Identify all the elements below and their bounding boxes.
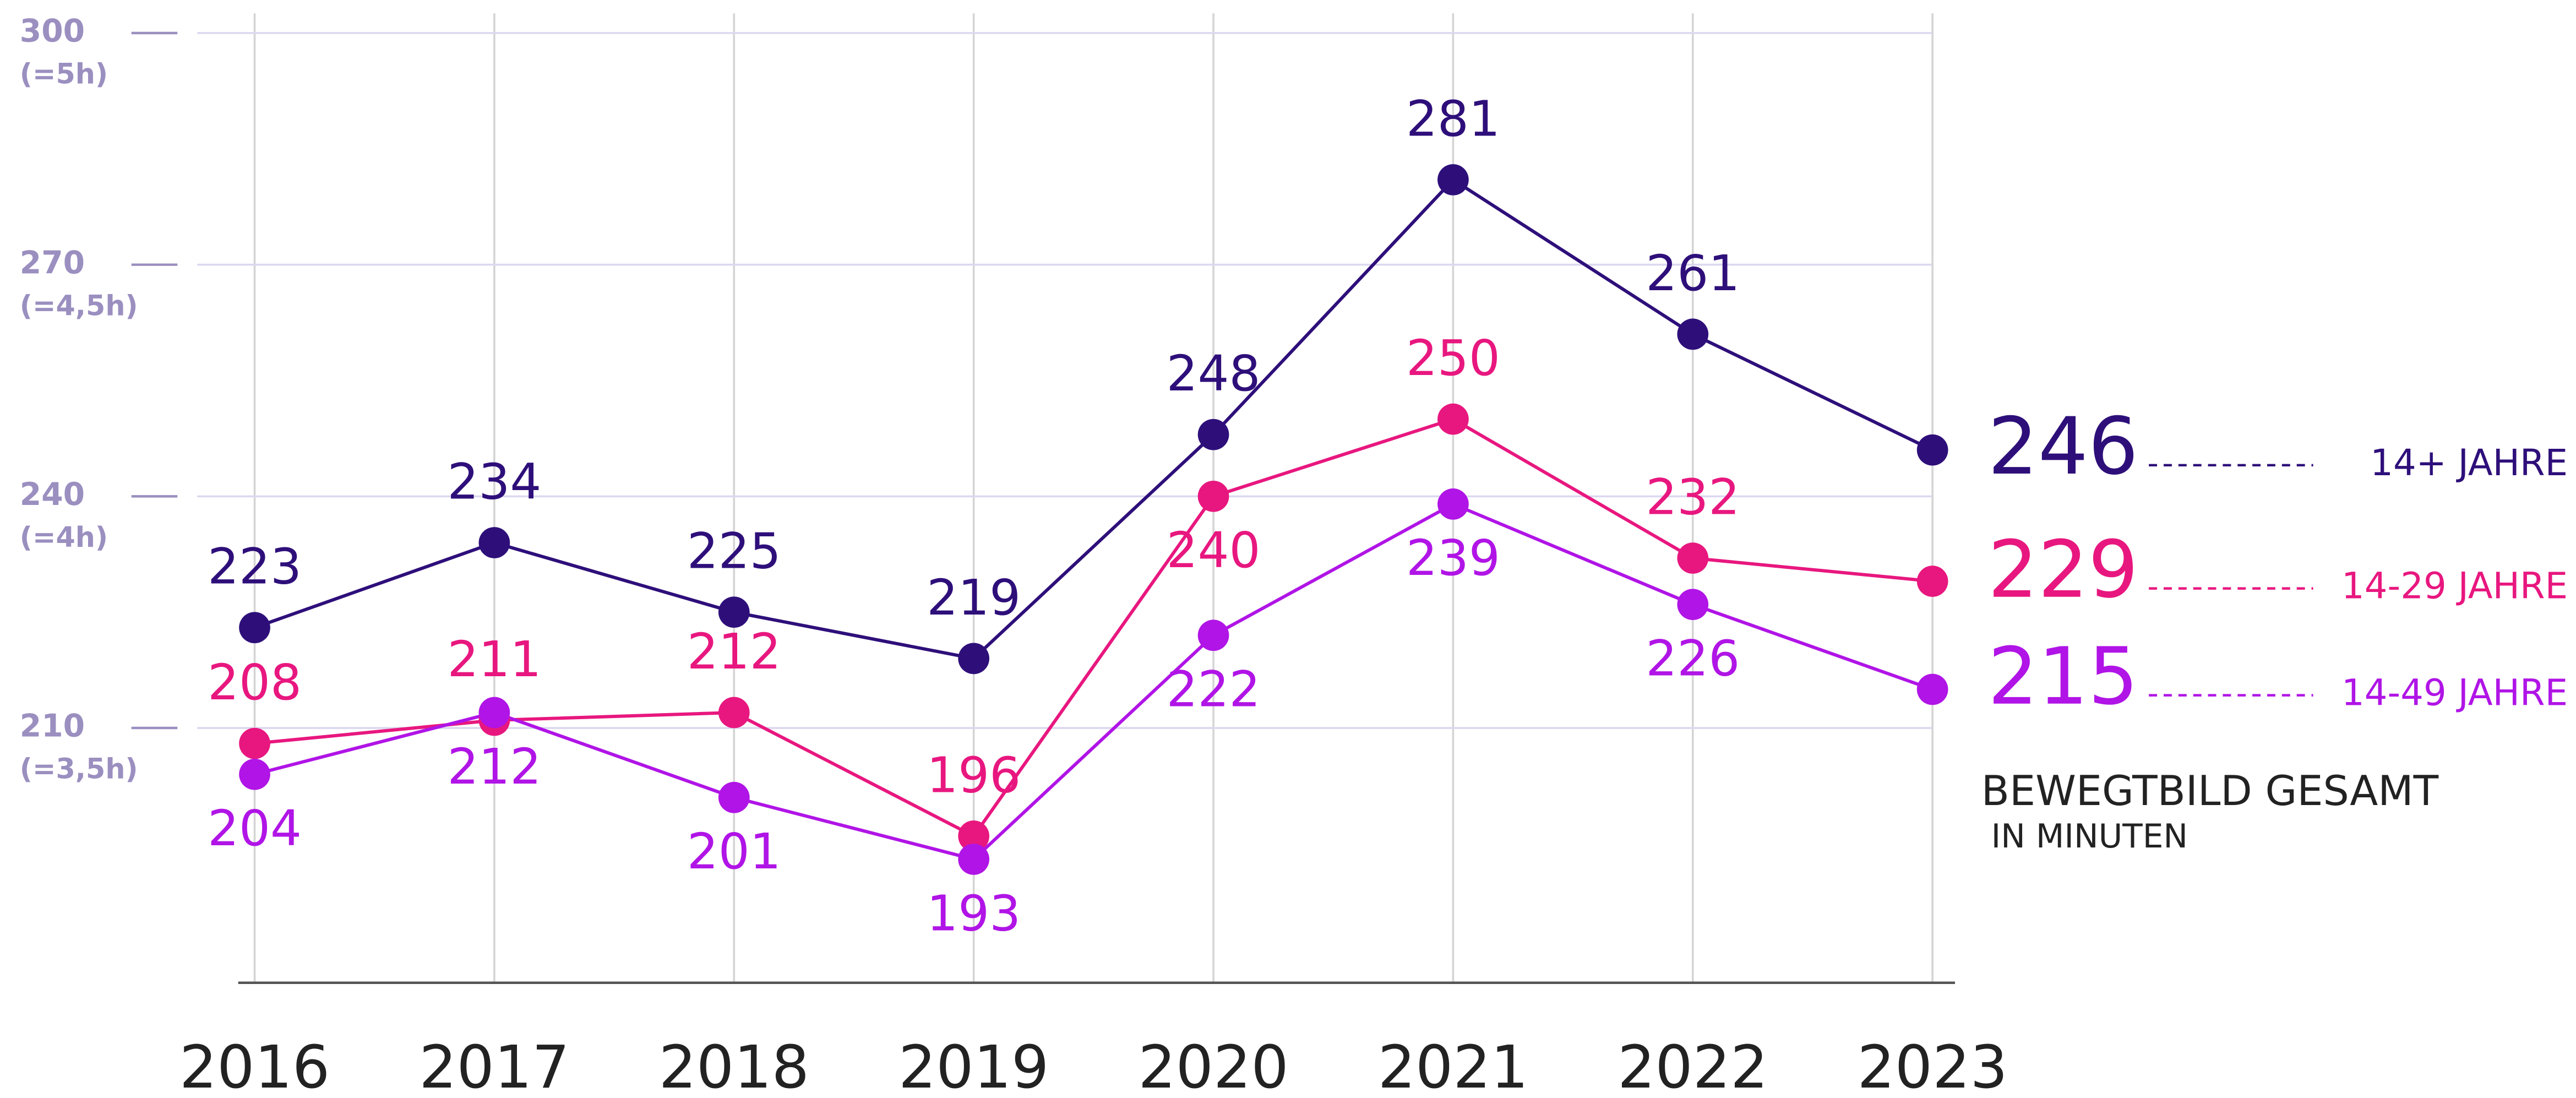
data-point: [239, 727, 270, 759]
series-line: [254, 502, 1934, 861]
series-line: [254, 177, 1934, 661]
data-label: 201: [687, 823, 781, 880]
data-point: [1916, 434, 1948, 466]
data-point: [1677, 542, 1709, 574]
data-label: 240: [1167, 522, 1261, 579]
end-value-label: 215: [1988, 630, 2138, 722]
data-label: 222: [1167, 661, 1261, 719]
data-label: 232: [1646, 469, 1740, 526]
y-tick-sublabel: (=5h): [20, 58, 108, 90]
end-value-label: 246: [1988, 400, 2138, 492]
data-point: [239, 758, 270, 790]
data-label: 204: [208, 800, 302, 857]
data-label: 261: [1646, 245, 1740, 302]
data-point: [1677, 589, 1709, 621]
x-tick-label: 2021: [1378, 1033, 1528, 1098]
data-point: [1916, 673, 1948, 705]
y-tick-label: 270: [20, 244, 85, 281]
data-point: [239, 612, 270, 644]
y-tick-sublabel: (=4h): [20, 521, 108, 553]
x-tick-label: 2018: [659, 1033, 809, 1098]
data-label: 281: [1406, 90, 1500, 148]
series-line: [254, 417, 1933, 839]
data-label: 208: [208, 654, 302, 711]
legend-label: 14-49 JAHRE: [2341, 672, 2568, 714]
data-point: [1916, 566, 1948, 597]
data-point: [718, 781, 750, 813]
x-tick-label: 2017: [419, 1033, 569, 1098]
data-label: 212: [447, 738, 541, 796]
data-label: 250: [1406, 330, 1500, 387]
data-point: [1197, 481, 1229, 512]
y-tick-label: 210: [20, 708, 85, 744]
data-label: 225: [687, 523, 781, 580]
data-point: [1437, 403, 1469, 435]
x-tick-label: 2022: [1618, 1033, 1768, 1098]
data-label: 234: [447, 453, 541, 510]
y-tick-label: 300: [20, 13, 85, 50]
data-point: [1437, 164, 1469, 195]
data-point: [718, 697, 750, 729]
y-tick-label: 240: [20, 476, 85, 513]
data-point: [1197, 619, 1229, 651]
y-tick-sublabel: (=4,5h): [20, 289, 138, 322]
data-label: 212: [687, 623, 781, 681]
data-point: [1197, 418, 1229, 450]
data-label: 226: [1646, 630, 1740, 688]
data-label: 239: [1406, 530, 1500, 587]
end-value-label: 229: [1988, 524, 2138, 616]
data-label: 248: [1167, 345, 1261, 403]
x-tick-label: 2016: [179, 1033, 330, 1098]
data-point: [478, 527, 510, 558]
annotation: BEWEGTBILD GESAMT: [1981, 767, 2439, 815]
data-point: [958, 820, 989, 852]
data-point: [478, 697, 510, 729]
y-tick-sublabel: (=3,5h): [20, 753, 138, 785]
data-label: 211: [447, 631, 541, 688]
data-point: [1677, 318, 1709, 350]
data-point: [958, 643, 989, 675]
x-tick-label: 2023: [1857, 1033, 2007, 1098]
legend-label: 14-29 JAHRE: [2341, 566, 2568, 607]
data-label: 219: [927, 569, 1021, 627]
x-tick-label: 2020: [1138, 1033, 1288, 1098]
data-point: [1437, 488, 1469, 520]
data-label: 193: [927, 885, 1021, 942]
data-point: [718, 596, 750, 628]
data-label: 196: [927, 747, 1021, 804]
annotation: IN MINUTEN: [1991, 818, 2188, 856]
x-tick-label: 2019: [898, 1033, 1049, 1098]
legend-label: 14+ JAHRE: [2370, 442, 2568, 484]
data-label: 223: [208, 539, 302, 596]
data-point: [958, 844, 989, 875]
